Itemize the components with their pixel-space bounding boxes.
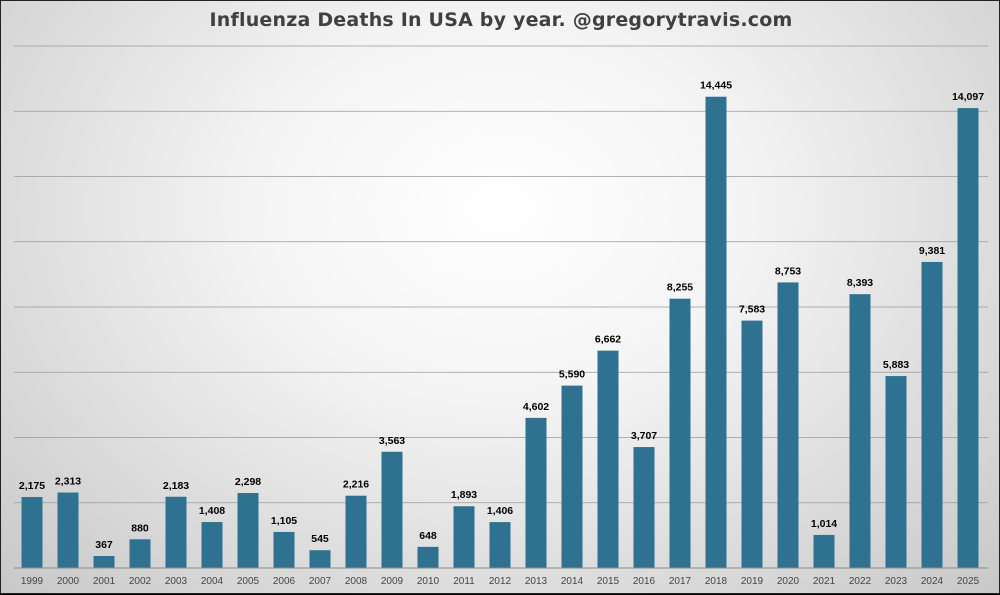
data-label: 3,707 xyxy=(631,430,657,442)
x-tick-label: 2015 xyxy=(597,576,620,587)
data-label: 8,255 xyxy=(667,282,693,294)
data-label: 14,445 xyxy=(700,80,732,92)
bar xyxy=(741,320,763,568)
bar xyxy=(525,417,547,568)
x-tick-label: 1999 xyxy=(21,576,44,587)
data-label: 1,014 xyxy=(811,518,837,530)
bar xyxy=(57,492,79,568)
x-tick-label: 2025 xyxy=(957,576,980,587)
bar xyxy=(597,350,619,568)
data-label: 1,893 xyxy=(451,489,477,501)
data-label: 880 xyxy=(131,522,149,534)
data-label: 6,662 xyxy=(595,334,621,346)
x-tick-label: 2012 xyxy=(489,576,512,587)
data-label: 1,105 xyxy=(271,515,297,527)
data-label: 2,313 xyxy=(55,476,81,488)
x-tick-label: 2008 xyxy=(345,576,368,587)
bar xyxy=(201,522,223,568)
x-tick-label: 2000 xyxy=(57,576,80,587)
x-tick-label: 2024 xyxy=(921,576,944,587)
bar xyxy=(561,385,583,568)
x-tick-label: 2017 xyxy=(669,576,692,587)
bar xyxy=(93,556,115,568)
x-tick-label: 2007 xyxy=(309,576,332,587)
x-tick-label: 2011 xyxy=(453,576,475,587)
x-tick-label: 2003 xyxy=(165,576,188,587)
x-tick-label: 2023 xyxy=(885,576,908,587)
data-label: 4,602 xyxy=(523,401,549,413)
bar xyxy=(489,522,511,568)
x-tick-label: 2020 xyxy=(777,576,800,587)
data-label: 3,563 xyxy=(379,435,405,447)
bar xyxy=(21,497,43,568)
bar xyxy=(237,493,259,568)
bar xyxy=(381,451,403,568)
bar xyxy=(705,96,727,568)
x-tick-label: 2014 xyxy=(561,576,584,587)
data-label: 5,883 xyxy=(883,359,909,371)
x-tick-label: 2013 xyxy=(525,576,548,587)
data-label: 7,583 xyxy=(739,304,765,316)
data-label: 9,381 xyxy=(919,245,945,257)
data-label: 2,298 xyxy=(235,476,261,488)
x-tick-label: 2005 xyxy=(237,576,260,587)
x-tick-label: 2002 xyxy=(129,576,152,587)
bar xyxy=(129,539,151,568)
x-tick-label: 2006 xyxy=(273,576,296,587)
bar xyxy=(885,376,907,568)
bar xyxy=(669,298,691,568)
bar xyxy=(309,550,331,568)
x-tick-label: 2021 xyxy=(813,576,836,587)
data-label: 14,097 xyxy=(952,91,984,103)
bar xyxy=(957,108,979,568)
data-label: 1,406 xyxy=(487,505,513,517)
data-label: 5,590 xyxy=(559,369,585,381)
bar xyxy=(849,294,871,568)
data-label: 545 xyxy=(311,533,329,545)
x-tick-label: 2009 xyxy=(381,576,404,587)
x-tick-label: 2022 xyxy=(849,576,872,587)
bar xyxy=(777,282,799,568)
bar xyxy=(921,261,943,568)
bar xyxy=(813,534,835,568)
x-tick-label: 2010 xyxy=(417,576,440,587)
bar xyxy=(453,506,475,568)
data-label: 648 xyxy=(419,530,437,542)
chart-title: Influenza Deaths In USA by year. @gregor… xyxy=(209,9,793,31)
data-label: 2,183 xyxy=(163,480,189,492)
data-label: 8,753 xyxy=(775,265,801,277)
x-tick-label: 2004 xyxy=(201,576,224,587)
x-tick-label: 2018 xyxy=(705,576,728,587)
bar xyxy=(417,546,439,568)
data-label: 2,216 xyxy=(343,479,369,491)
data-label: 2,175 xyxy=(19,480,45,492)
x-tick-label: 2016 xyxy=(633,576,656,587)
data-label: 8,393 xyxy=(847,277,873,289)
x-tick-label: 2001 xyxy=(93,576,116,587)
data-label: 1,408 xyxy=(199,505,225,517)
bar xyxy=(633,447,655,568)
x-tick-label: 2019 xyxy=(741,576,764,587)
bar xyxy=(345,495,367,568)
bar xyxy=(273,531,295,568)
data-label: 367 xyxy=(95,539,113,551)
bar xyxy=(165,496,187,568)
